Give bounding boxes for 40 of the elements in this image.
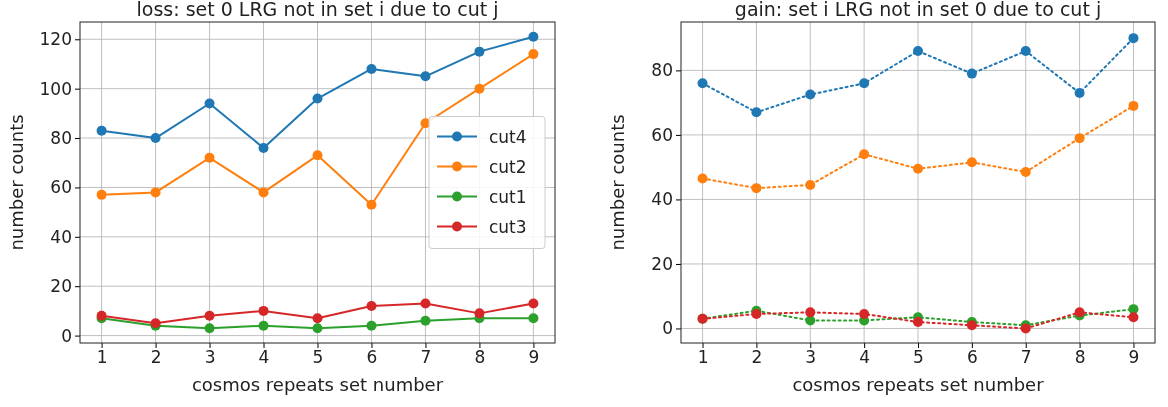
x-axis-title: cosmos repeats set number <box>191 374 444 395</box>
x-tick-label: 4 <box>859 347 871 368</box>
x-tick-label: 3 <box>805 347 817 368</box>
legend-label: cut3 <box>489 216 527 237</box>
x-axis-title: cosmos repeats set number <box>792 374 1045 395</box>
y-tick-label: 20 <box>651 253 673 274</box>
y-tick-label: 20 <box>50 276 72 297</box>
y-tick-label: 60 <box>651 124 673 145</box>
y-tick-label: 100 <box>39 78 72 99</box>
x-tick-label: 3 <box>204 347 216 368</box>
y-tick-label: 0 <box>662 318 673 339</box>
x-tick-label: 5 <box>913 347 924 368</box>
y-axis-title: number counts <box>6 114 27 251</box>
y-tick-label: 40 <box>50 226 72 247</box>
x-tick-label: 6 <box>366 347 378 368</box>
chart-title: gain: set i LRG not in set 0 due to cut j <box>734 0 1102 20</box>
x-tick-label: 2 <box>150 347 162 368</box>
x-tick-label: 8 <box>1074 347 1086 368</box>
x-tick-label: 7 <box>420 347 432 368</box>
legend-label: cut1 <box>489 186 527 207</box>
y-axis-title: number counts <box>607 114 628 251</box>
x-tick-label: 7 <box>1020 347 1032 368</box>
y-tick-label: 80 <box>50 127 72 148</box>
x-tick-label: 5 <box>312 347 324 368</box>
y-tick-label: 80 <box>651 60 673 81</box>
x-tick-label: 1 <box>697 347 709 368</box>
x-tick-label: 6 <box>966 347 978 368</box>
x-tick-label: 2 <box>751 347 763 368</box>
y-tick-label: 120 <box>39 29 72 50</box>
x-tick-label: 9 <box>1128 347 1140 368</box>
y-tick-label: 40 <box>651 189 673 210</box>
legend-label: cut4 <box>489 126 527 147</box>
y-tick-label: 0 <box>61 325 72 346</box>
x-tick-label: 4 <box>258 347 270 368</box>
chart-title: loss: set 0 LRG not in set i due to cut j <box>136 0 499 20</box>
x-tick-label: 9 <box>528 347 540 368</box>
x-tick-label: 1 <box>96 347 108 368</box>
x-tick-label: 8 <box>474 347 486 368</box>
legend-label: cut2 <box>489 156 527 177</box>
y-tick-label: 60 <box>50 177 72 198</box>
